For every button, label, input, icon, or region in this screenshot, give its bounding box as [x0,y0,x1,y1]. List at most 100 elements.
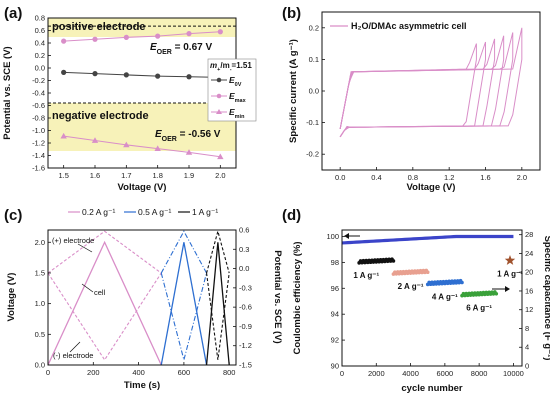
a-xtick-label-4: 1.9 [184,171,194,180]
c-pos-line-1 [160,230,208,274]
a-point-Emax-0 [61,38,67,44]
a-xtick-label-0: 1.5 [58,171,68,180]
panel-d-y-ticks: 90 92 94 96 98 100 [326,232,345,371]
panel-a-legend-box [207,58,257,122]
eoer-pos-sub: OER [157,49,172,56]
eoer-neg-val: = -0.56 V [177,129,221,140]
c-pos-line-2 [206,229,230,274]
panel-d: 0 2000 4000 6000 8000 10000 90 92 94 96 98 100 0 4 8… [292,229,550,394]
d-rtick-label-4: 16 [525,286,533,295]
c-xtick-label-0: 0 [46,368,50,377]
c-cell-line-2 [205,242,230,366]
annotation-cell: cell [94,288,106,297]
b-xtick-label-5: 2.0 [517,173,527,182]
legend-e0v-label: E0V [229,75,242,88]
d-rate-label-2: 4 A g⁻¹ [432,292,458,301]
a-ytick-label-0: -1.6 [32,164,45,173]
a-ytick-label-2: -1.2 [32,139,45,148]
a-ytick-label-3: -1.0 [32,126,45,135]
a-series-line-Emin [63,135,221,158]
panel-letter-a: (a) [4,5,22,22]
c-rtick-label-3: -0.6 [239,303,252,312]
panel-c-right-ticks: -1.5 -1.2 -0.9 -0.6 -0.3 0.0 0.3 0.6 [233,226,252,370]
b-xtick-label-0: 0.0 [335,173,345,182]
panel-d-right-ticks: 0 4 8 12 16 20 24 28 [519,230,533,371]
legend-emax-marker [216,93,222,99]
d-cap-point-1-24 [425,270,430,275]
d-ytick-label-1: 92 [331,336,339,345]
b-cv-curve-1.5 [339,43,477,138]
panel-c-frame [47,229,237,366]
a-point-Emax-2 [123,34,129,40]
d-xtick-label-5: 10000 [503,369,524,378]
a-point-Emin-3 [154,145,161,152]
d-ytick-label-3: 96 [331,284,339,293]
d-xtick-label-1: 2000 [368,369,385,378]
legend-c-02-label: 0.2 A g⁻¹ [82,207,115,217]
d-ytick-label-0: 90 [331,362,339,371]
a-point-Emax-1 [92,36,98,42]
eoer-neg-main: E [155,129,162,140]
a-xtick-label-1: 1.6 [90,171,100,180]
c-ytick-label-4: 2.0 [35,238,45,247]
legend-emin-sub: min [235,114,245,120]
panel-letter-d: (d) [282,207,301,224]
d-rtick-label-2: 8 [525,324,529,333]
panel-c-x-label: Time (s) [124,380,160,391]
c-rtick-label-6: 0.3 [239,245,249,254]
c-pointer-positive [77,243,93,253]
panel-letter-b: (b) [282,5,301,22]
panel-a-y-ticks: -1.6 -1.4 -1.2 -1.0 -0.8 -0.6 -0.4 -0.2 0.0 0.2 0.… [32,14,51,173]
a-point-E0V-1 [92,71,98,77]
a-point-Emin-5 [217,153,224,160]
d-rate-label-0: 1 A g⁻¹ [353,271,379,280]
negative-electrode-region [48,103,236,151]
d-xtick-label-3: 6000 [437,369,454,378]
panel-b-x-label: Voltage (V) [407,182,456,193]
a-xtick-label-3: 1.8 [152,171,162,180]
panel-b-y-ticks: -0.2 -0.1 0.0 0.1 0.2 [306,23,325,159]
panel-c-series [47,229,230,366]
d-cap-point-2-24 [460,280,464,285]
a-ytick-label-11: 0.6 [35,26,45,35]
positive-electrode-label: positive electrode [52,21,146,33]
panel-b-x-ticks: 0.0 0.4 0.8 1.2 1.6 2.0 [335,167,527,182]
annotation-negative-electrode: (-) electrode [53,351,93,360]
panel-c: 0 200 400 600 800 0.0 0.5 1.0 1.5 2.0 -1.5 -1.2 -0… [6,207,283,391]
d-star-marker [504,254,516,265]
c-xtick-label-3: 600 [178,368,191,377]
panel-c-right-y-label: Potential vs. SCE (V) [272,250,283,343]
panel-a-x-label: Voltage (V) [118,182,167,193]
negative-electrode-label: negative electrode [52,110,149,122]
panel-b: 0.0 0.4 0.8 1.2 1.6 2.0 -0.2 -0.1 0.0 0.1 0.2 H₂O… [288,11,541,193]
legend-emax-label: Emax [229,91,247,104]
a-point-E0V-0 [61,69,67,75]
panel-d-x-ticks: 0 2000 4000 6000 8000 10000 [340,363,524,378]
b-ytick-label-1: -0.1 [306,118,319,127]
a-point-E0V-2 [123,72,129,78]
d-cap-point-0-24 [391,259,396,263]
b-ytick-label-3: 0.1 [309,55,319,64]
c-ytick-label-0: 0.0 [35,361,45,370]
panel-a-x-ticks: 1.5 1.6 1.7 1.8 1.9 2.0 [58,165,226,180]
d-ytick-label-5: 100 [326,232,339,241]
b-cv-curve-2 [339,27,523,138]
a-xtick-label-2: 1.7 [121,171,131,180]
c-rtick-label-5: 0.0 [239,264,249,273]
panel-c-y-label: Voltage (V) [6,273,17,322]
eoer-positive-label: EOER = 0.67 V [150,42,212,56]
b-xtick-label-3: 1.2 [444,173,454,182]
b-xtick-label-4: 1.6 [480,173,490,182]
d-ytick-label-2: 94 [331,310,339,319]
mass-ratio-label: m+/m-=1.51 [210,61,252,73]
d-rtick-label-3: 12 [525,305,533,314]
c-cell-line-0 [47,240,162,366]
eoer-neg-sub: OER [162,136,177,143]
a-ytick-label-5: -0.6 [32,101,45,110]
legend-e0v-e: E [229,75,235,85]
b-cv-curve-1.6 [339,41,486,138]
panel-c-y-ticks: 0.0 0.5 1.0 1.5 2.0 [35,238,51,370]
b-xtick-label-1: 0.4 [371,173,381,182]
panel-a: 1.5 1.6 1.7 1.8 1.9 2.0 -1.6-1.4-1.2-1.0-0.8-… [2,14,257,193]
